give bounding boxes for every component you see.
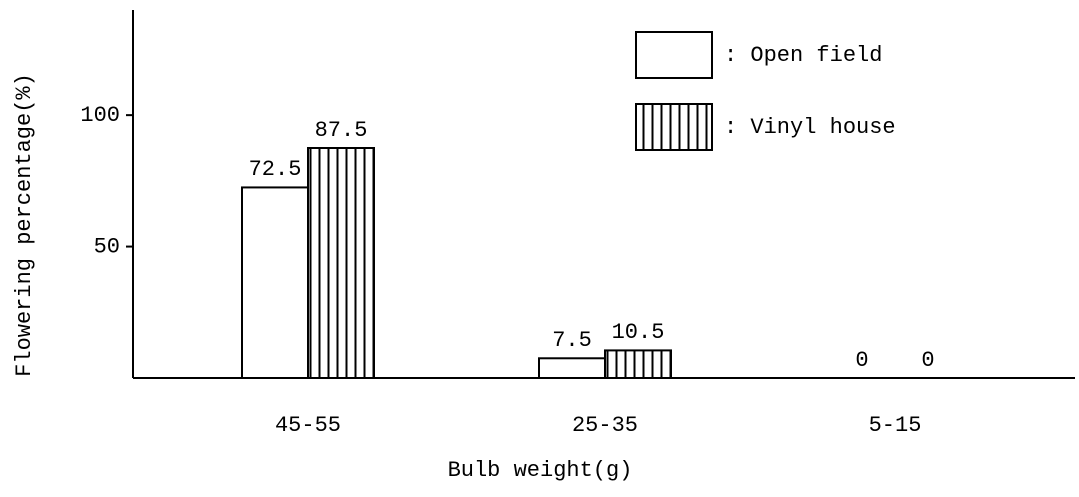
value-label: 7.5 [552, 328, 592, 353]
value-label: 72.5 [249, 157, 302, 182]
bar [538, 357, 606, 379]
bar [241, 186, 309, 379]
legend-swatch [635, 103, 713, 151]
x-tick-label: 25-35 [572, 413, 638, 438]
legend-label: : Vinyl house [724, 115, 896, 140]
value-label: 0 [921, 348, 934, 373]
value-label: 10.5 [612, 320, 665, 345]
bar [307, 147, 375, 379]
value-label: 87.5 [315, 118, 368, 143]
value-label: 0 [855, 348, 868, 373]
x-axis-title: Bulb weight(g) [448, 458, 633, 483]
y-tick-label: 100 [80, 103, 120, 128]
x-tick-label: 45-55 [275, 413, 341, 438]
legend-label: : Open field [724, 43, 882, 68]
x-tick-label: 5-15 [869, 413, 922, 438]
legend-swatch [635, 31, 713, 79]
y-tick-label: 50 [94, 234, 120, 259]
bar [604, 349, 672, 379]
y-axis-title: Flowering percentage(%) [12, 73, 37, 377]
